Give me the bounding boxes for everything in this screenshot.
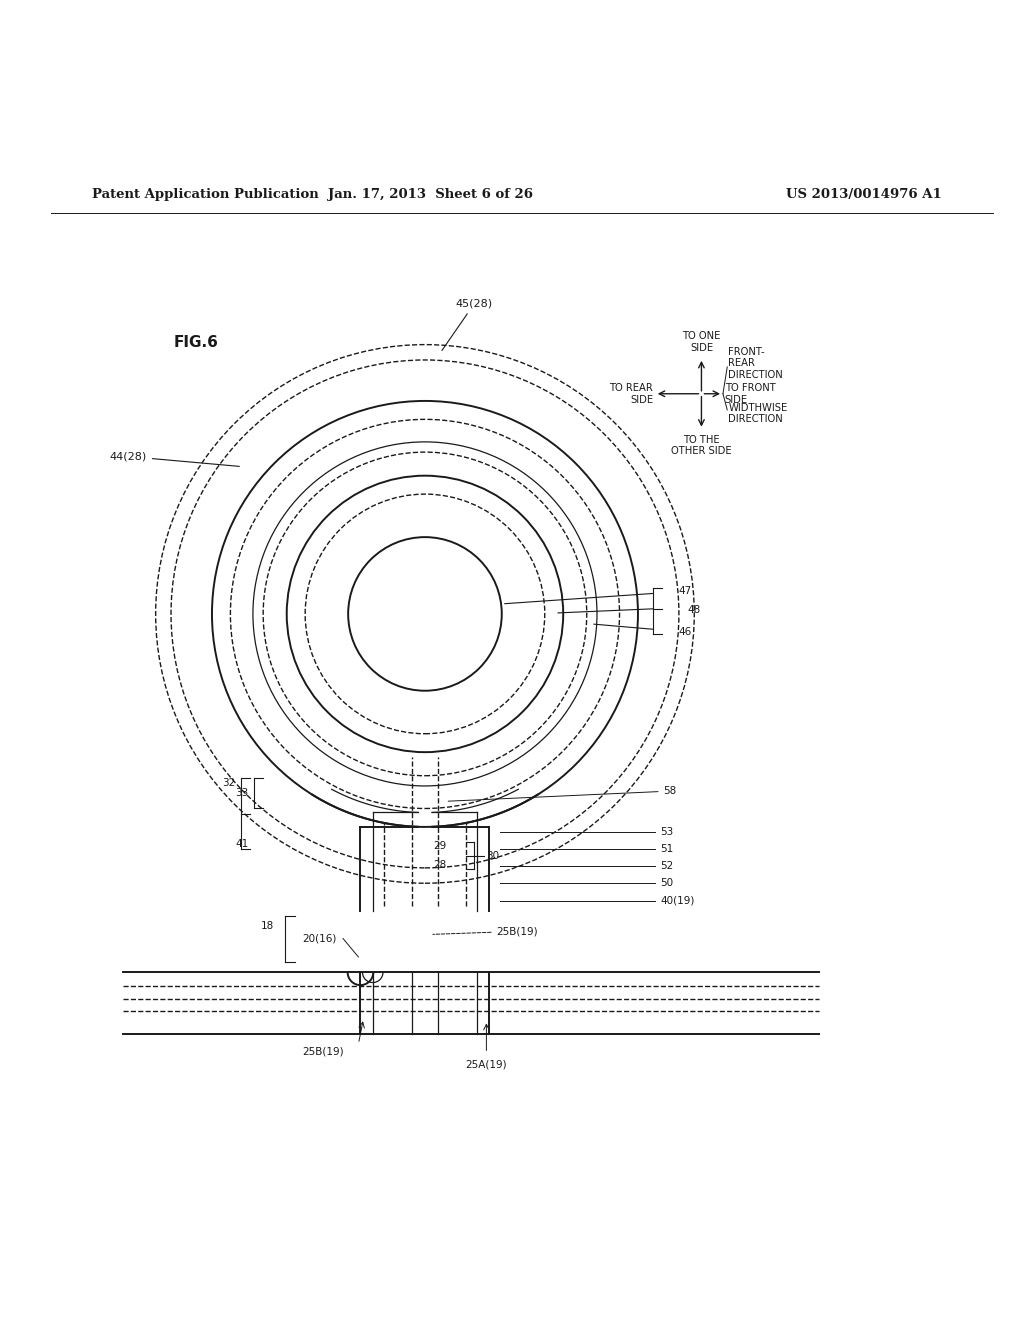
Text: US 2013/0014976 A1: US 2013/0014976 A1 bbox=[786, 187, 942, 201]
Text: 52: 52 bbox=[660, 861, 674, 871]
Text: FRONT-
REAR
DIRECTION: FRONT- REAR DIRECTION bbox=[728, 347, 783, 380]
Text: 33: 33 bbox=[236, 788, 249, 799]
Text: 41: 41 bbox=[236, 840, 249, 849]
Text: FIG.6: FIG.6 bbox=[174, 335, 219, 350]
Text: 30: 30 bbox=[486, 850, 500, 861]
Text: Patent Application Publication: Patent Application Publication bbox=[92, 187, 318, 201]
Text: WIDTHWISE
DIRECTION: WIDTHWISE DIRECTION bbox=[728, 403, 787, 424]
Text: 45(28): 45(28) bbox=[442, 298, 493, 351]
Text: 44(28): 44(28) bbox=[110, 451, 240, 466]
Text: TO ONE
SIDE: TO ONE SIDE bbox=[682, 331, 721, 352]
Text: 53: 53 bbox=[660, 828, 674, 837]
Text: 25A(19): 25A(19) bbox=[466, 1060, 507, 1069]
Text: TO REAR
SIDE: TO REAR SIDE bbox=[609, 383, 653, 404]
Text: 29: 29 bbox=[433, 841, 446, 851]
Text: TO THE
OTHER SIDE: TO THE OTHER SIDE bbox=[671, 434, 732, 457]
Text: 20(16): 20(16) bbox=[302, 933, 337, 944]
Text: 46: 46 bbox=[679, 627, 692, 638]
Text: 40(19): 40(19) bbox=[660, 896, 695, 906]
Text: Jan. 17, 2013  Sheet 6 of 26: Jan. 17, 2013 Sheet 6 of 26 bbox=[328, 187, 532, 201]
Text: 32: 32 bbox=[222, 777, 236, 788]
Text: 51: 51 bbox=[660, 845, 674, 854]
Text: 58: 58 bbox=[449, 787, 677, 801]
Text: 25B(19): 25B(19) bbox=[302, 1047, 344, 1056]
Text: 50: 50 bbox=[660, 878, 674, 888]
Text: TO FRONT
SIDE: TO FRONT SIDE bbox=[725, 383, 775, 404]
Text: 47: 47 bbox=[679, 586, 692, 597]
Text: 48: 48 bbox=[687, 605, 700, 615]
Text: 25B(19): 25B(19) bbox=[433, 927, 539, 936]
Text: 28: 28 bbox=[433, 859, 446, 870]
Text: 18: 18 bbox=[261, 921, 274, 931]
